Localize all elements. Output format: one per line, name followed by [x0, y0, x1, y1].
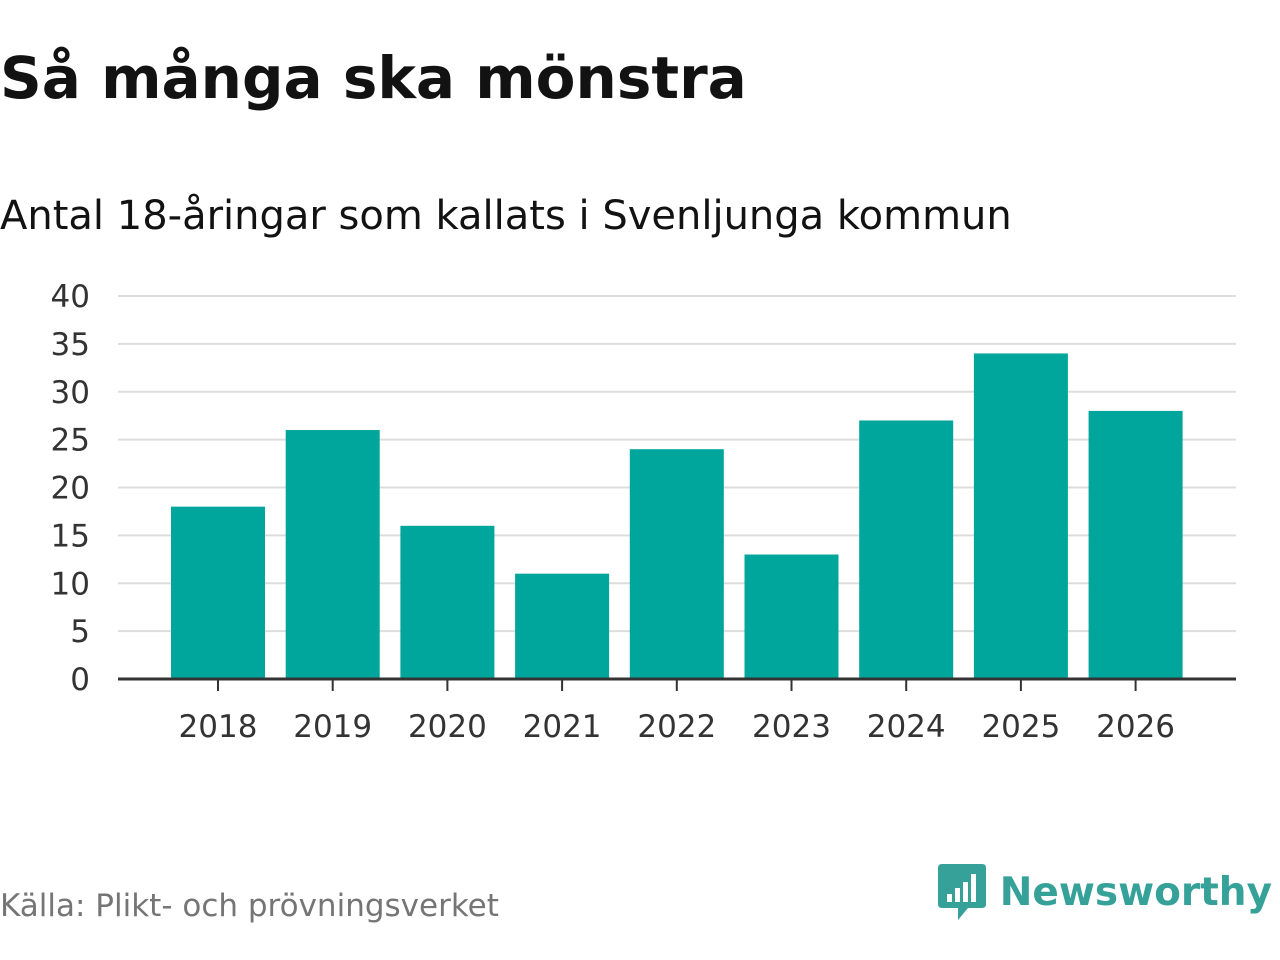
- y-tick-label: 5: [70, 614, 90, 650]
- x-tick-label: 2026: [1096, 709, 1175, 745]
- x-tick-label: 2025: [981, 709, 1060, 745]
- brand-logo: Newsworthy: [936, 862, 1272, 922]
- y-tick-label: 0: [70, 662, 90, 698]
- y-tick-label: 15: [51, 518, 90, 554]
- y-tick-label: 10: [51, 566, 90, 602]
- bar-2018: [171, 506, 265, 679]
- y-tick-label: 35: [51, 327, 90, 363]
- y-tick-label: 20: [51, 471, 90, 507]
- chart-title: Så många ska mönstra: [0, 44, 747, 112]
- x-tick-label: 2018: [179, 709, 258, 745]
- bar-2021: [515, 573, 610, 679]
- x-tick-label: 2024: [867, 709, 946, 745]
- bars: [171, 353, 1183, 679]
- x-tick-label: 2021: [523, 709, 602, 745]
- x-tick-label: 2022: [637, 709, 716, 745]
- y-tick-label: 30: [51, 375, 90, 411]
- x-tick-label: 2020: [408, 709, 487, 745]
- bar-2020: [400, 525, 495, 679]
- x-axis: 2018 2019 2020 2021 2022 2023 2024 2025 2026: [118, 677, 1236, 745]
- y-tick-label: 40: [51, 279, 90, 315]
- y-tick-label: 25: [51, 423, 90, 459]
- bar-2019: [285, 430, 380, 679]
- bar-2024: [859, 420, 954, 679]
- y-axis-ticks: 0 5 10 15 20 25 30 35 40: [51, 279, 90, 698]
- source-note: Källa: Plikt- och prövningsverket: [0, 888, 499, 924]
- x-tick-label: 2023: [752, 709, 831, 745]
- bar-2026: [1088, 410, 1183, 679]
- brand-name: Newsworthy: [999, 869, 1272, 915]
- chart-subtitle: Antal 18-åringar som kallats i Svenljung…: [0, 193, 1012, 239]
- bar-2023: [744, 554, 839, 679]
- newsworthy-logo-icon: [937, 864, 986, 920]
- x-tick-label: 2019: [293, 709, 372, 745]
- bar-2025: [973, 353, 1068, 679]
- bar-2022: [629, 449, 724, 679]
